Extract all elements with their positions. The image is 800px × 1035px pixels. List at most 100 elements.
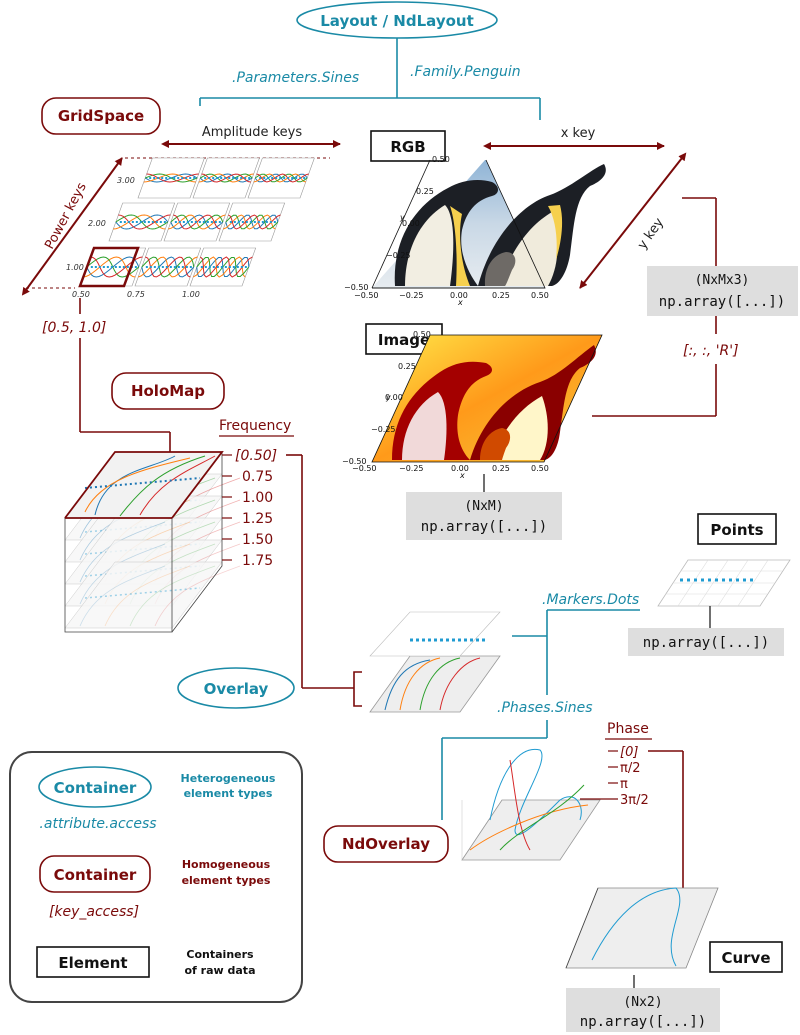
gridspace-x-ticks: 0.50 0.75 1.00: [72, 290, 200, 299]
frequency-value[interactable]: 1.25: [242, 511, 273, 527]
rgb-ytick: 0.50: [432, 155, 450, 164]
legend-element-box: [36, 946, 150, 978]
frequency-value[interactable]: 1.00: [242, 490, 273, 506]
phase-keys: Phase [0] π/2 π 3π/2: [580, 721, 652, 808]
image-ytick: 0.00: [385, 393, 403, 402]
grid-ytick: 2.00: [88, 219, 106, 228]
rgb-xtick: −0.25: [399, 291, 424, 300]
grid-sine-curve: [141, 256, 195, 278]
frequency-value-selected[interactable]: [0.50]: [235, 448, 277, 464]
points-label: Points: [710, 521, 763, 539]
gridspace-grid: 3.00 2.00 1.00 0.50 0.75 1.00: [26, 157, 330, 299]
phase-value[interactable]: π: [620, 777, 628, 792]
selected-grid-cell[interactable]: [78, 246, 140, 288]
points-array-text: np.array([...]): [643, 635, 769, 651]
holomap-layer-points: [84, 587, 201, 599]
overlay-connectors: [441, 609, 640, 820]
grid-xtick: 0.75: [127, 290, 145, 299]
rgb-array-shape: (NxMx3): [695, 273, 750, 288]
x-key-label: x key: [561, 126, 596, 141]
grid-xtick: 0.50: [72, 290, 90, 299]
gridspace-y-ticks: 3.00 2.00 1.00: [66, 176, 135, 272]
legend-red-label: Container: [54, 866, 137, 884]
y-key-label: y key: [635, 215, 667, 252]
image-ytick: 0.50: [413, 330, 431, 339]
gridspace-label: GridSpace: [58, 107, 144, 125]
image-ytick: −0.50: [342, 457, 367, 466]
image-ytick: −0.25: [371, 425, 396, 434]
legend-teal-label: Container: [54, 779, 137, 797]
amplitude-keys-arrow: Amplitude keys: [161, 125, 341, 148]
legend-red-container: [39, 855, 151, 893]
phase-to-curve: [648, 750, 684, 888]
image-array-shape: (NxM): [464, 499, 503, 514]
phase-value[interactable]: π/2: [620, 761, 640, 776]
image-xtick: −0.50: [352, 464, 377, 473]
ndoverlay-plot: [461, 748, 601, 861]
image-ylabel: y: [385, 393, 391, 402]
layout-container[interactable]: Layout / NdLayout: [296, 1, 498, 39]
rgb-element[interactable]: RGB: [370, 130, 446, 162]
points-plot: [657, 559, 791, 607]
phase-value-selected[interactable]: [0]: [620, 745, 638, 760]
rgb-axes: 0.50 0.25 0.00 −0.25 −0.50 −0.50 −0.25 0…: [344, 155, 549, 307]
grid-sine-curve: [143, 173, 196, 183]
family-penguin-access: .Family.Penguin: [410, 64, 521, 80]
gridspace-to-holomap: [79, 298, 171, 452]
grid-sine-curve: [253, 173, 306, 183]
x-key-arrow: x key: [483, 126, 665, 150]
grid-sine-curve: [228, 214, 281, 230]
rgb-xlabel: x: [457, 298, 463, 307]
curve-label: Curve: [721, 949, 770, 967]
frequency-value[interactable]: 1.50: [242, 532, 273, 548]
curve-plot: [565, 887, 719, 969]
rgb-xtick: −0.50: [354, 291, 379, 300]
legend-element-label: Element: [58, 954, 127, 972]
overlay-container[interactable]: Overlay: [177, 667, 295, 709]
grid-sine-curve: [113, 214, 166, 230]
curve-array-shape: (Nx2): [623, 995, 662, 1010]
holomap-layer-curve: [154, 565, 241, 627]
grid-sine-curve: [199, 173, 253, 183]
grid-selection-key: [0.5, 1.0]: [42, 320, 106, 336]
rgb-penguin-image: [372, 159, 606, 289]
rgb-ytick: 0.00: [402, 219, 420, 228]
points-element[interactable]: Points: [697, 513, 777, 545]
holomap-stack: [64, 450, 241, 633]
rgb-ytick: −0.50: [344, 283, 369, 292]
grid-sine-curve: [170, 214, 224, 230]
ndoverlay-container[interactable]: NdOverlay: [323, 825, 449, 863]
grid-sine-curve: [170, 214, 224, 230]
frequency-keys: Frequency [0.50] 0.75 1.00 1.25 1.50 1.7…: [219, 418, 294, 569]
image-axes: 0.50 0.25 0.00 −0.25 −0.50 −0.50 −0.25 0…: [342, 330, 549, 480]
image-ytick: 0.25: [398, 362, 416, 371]
gridspace-container[interactable]: GridSpace: [41, 97, 161, 135]
frequency-value[interactable]: 1.75: [242, 553, 273, 569]
layout-label: Layout / NdLayout: [320, 12, 474, 30]
rgb-xtick: 0.50: [531, 291, 549, 300]
frequency-value[interactable]: 0.75: [242, 469, 273, 485]
curve-element[interactable]: Curve: [709, 941, 783, 973]
image-xtick: 0.50: [531, 464, 549, 473]
legend-black-desc1: Containers: [186, 948, 254, 961]
legend-red-desc2: element types: [182, 874, 271, 887]
image-array-text: np.array([...]): [421, 519, 547, 535]
image-label: Image: [378, 331, 430, 349]
phase-value[interactable]: 3π/2: [620, 793, 649, 808]
grid-ytick: 3.00: [117, 176, 135, 185]
rgb-slice-key: [:, :, 'R']: [683, 343, 739, 359]
overlay-label: Overlay: [204, 680, 269, 698]
holomap-container[interactable]: HoloMap: [111, 372, 225, 410]
image-array: (NxM) np.array([...]): [406, 474, 562, 540]
top-connectors: [199, 38, 541, 120]
markers-dots-access: .Markers.Dots: [542, 592, 639, 608]
overlay-plot: [369, 611, 501, 713]
amplitude-keys-label: Amplitude keys: [202, 125, 303, 140]
rgb-ytick: −0.25: [386, 251, 411, 260]
image-xtick: 0.25: [492, 464, 510, 473]
grid-sine-curve: [192, 256, 246, 278]
grid-xtick: 1.00: [182, 290, 200, 299]
legend-box: Container Heterogeneous element types .a…: [9, 751, 303, 1003]
points-array: np.array([...]): [628, 606, 784, 656]
